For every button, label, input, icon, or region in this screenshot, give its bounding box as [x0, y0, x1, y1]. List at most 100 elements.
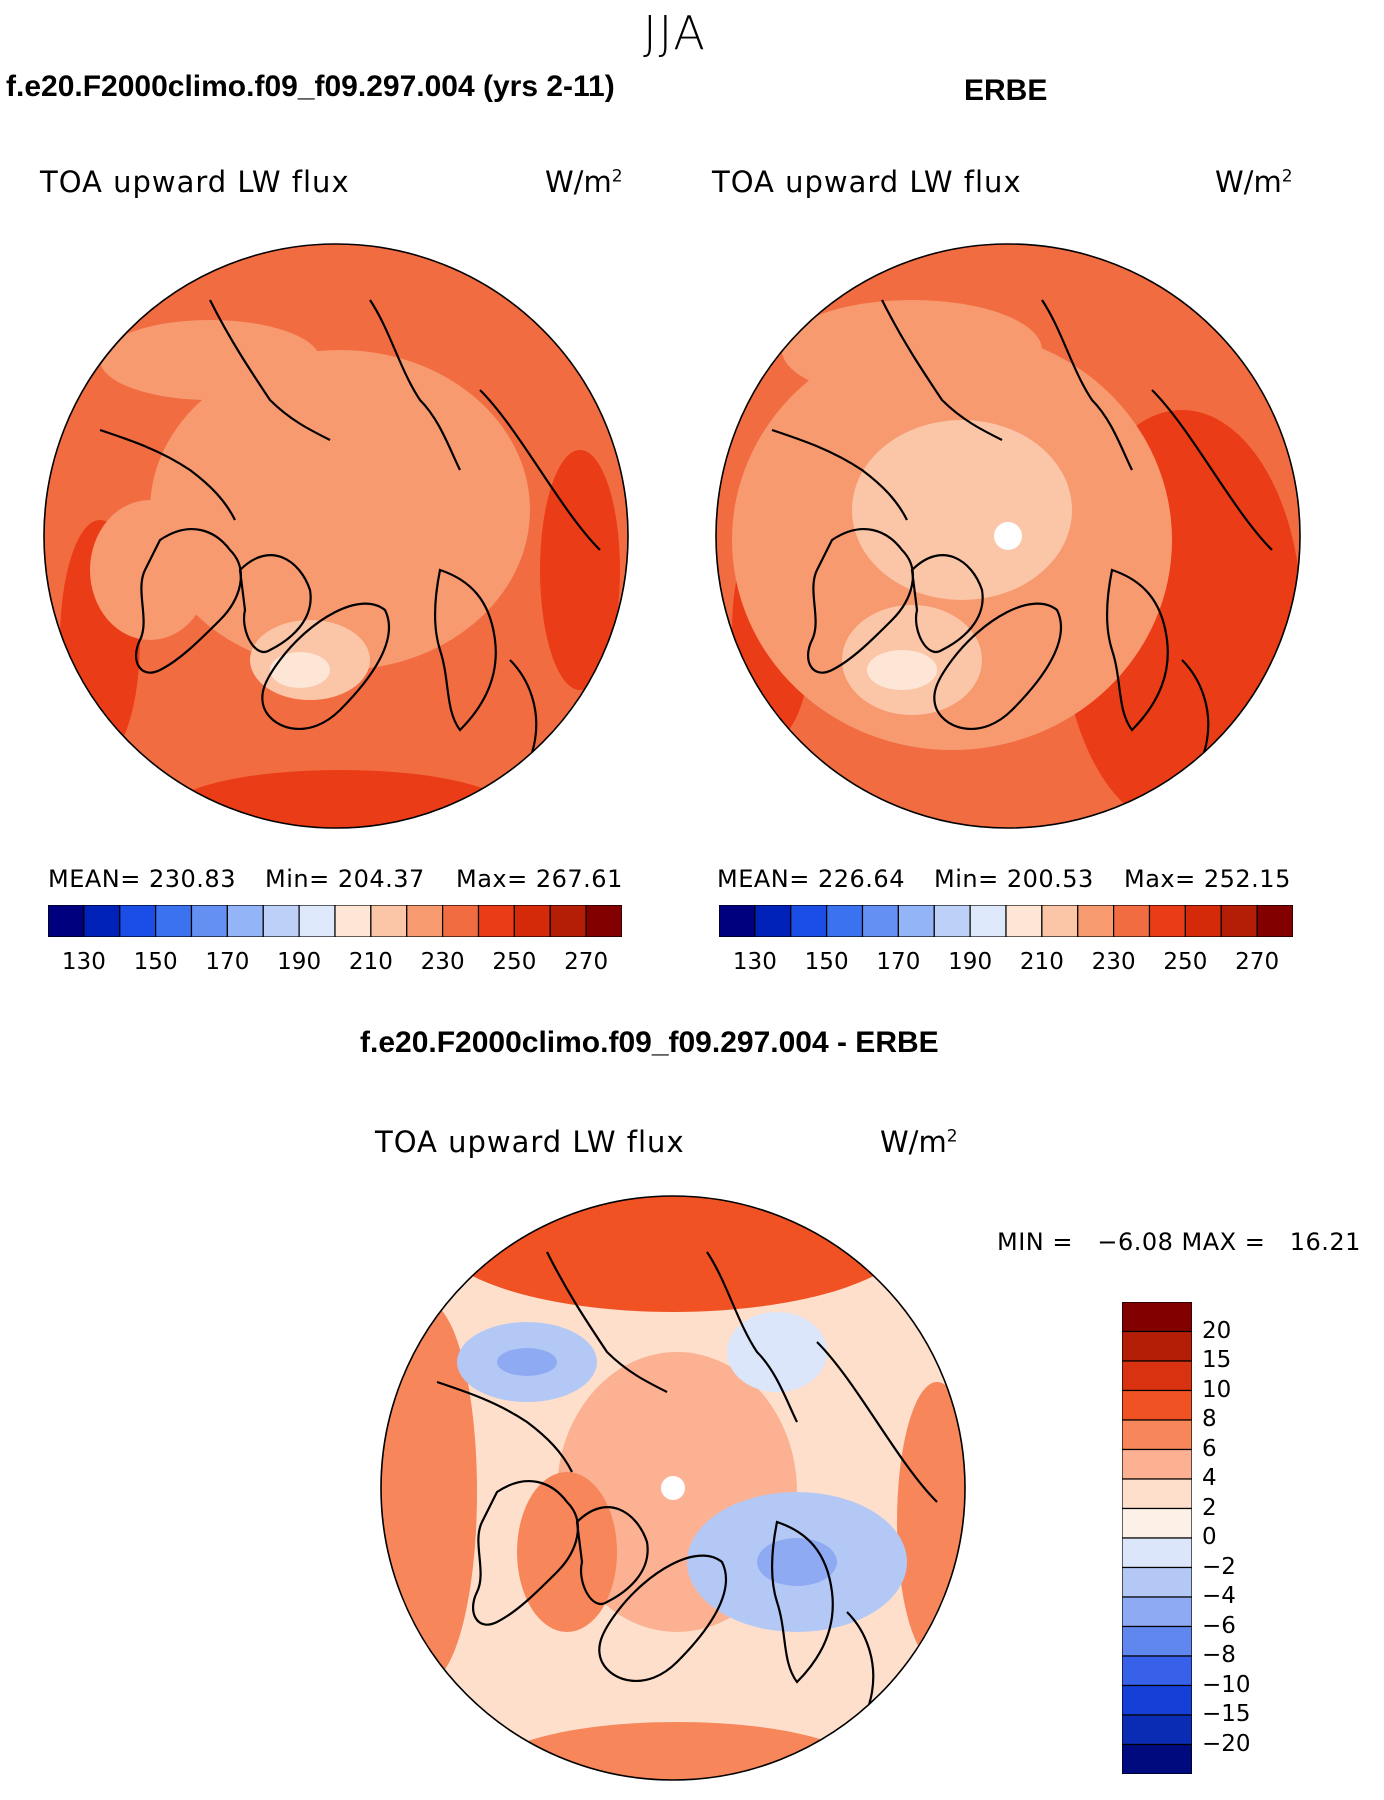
obs-colorbar-box-1	[754, 905, 792, 937]
model-colorbar-box-7	[298, 905, 336, 937]
obs-coastline-1	[910, 554, 984, 654]
diff-variable-label: TOA upward LW flux	[375, 1125, 685, 1159]
model-colorbar-tick: 130	[61, 949, 106, 975]
diff-coastline-1	[575, 1506, 649, 1606]
diff-minmax: MIN = −6.08 MAX = 16.21	[997, 1228, 1361, 1256]
diff-contour-fill-3	[487, 1722, 867, 1780]
model-colorbar-tick: 250	[492, 949, 537, 975]
obs-colorbar	[719, 905, 1293, 937]
diff-colorbar-box-0	[1122, 1302, 1192, 1333]
diff-contour-fill-12	[661, 1476, 685, 1500]
model-colorbar-box-10	[406, 905, 444, 937]
model-colorbar-box-6	[262, 905, 300, 937]
diff-colorbar-box-6	[1122, 1478, 1192, 1510]
diff-colorbar-box-13	[1122, 1684, 1192, 1716]
diff-contour-fill-11	[517, 1472, 617, 1632]
diff-contour-fill-1	[433, 1196, 913, 1312]
model-coastline-6	[99, 428, 236, 521]
obs-colorbar-box-15	[1256, 905, 1293, 937]
obs-coastline-4	[1041, 299, 1133, 471]
diff-colorbar-tick: 15	[1202, 1347, 1232, 1373]
obs-colorbar-tick: 210	[1019, 949, 1064, 975]
model-variable-label: TOA upward LW flux	[40, 165, 350, 199]
obs-colorbar-box-6	[933, 905, 971, 937]
diff-colorbar-tick: 2	[1202, 1494, 1217, 1521]
model-colorbar-tick: 150	[133, 949, 178, 975]
obs-colorbar-box-4	[861, 905, 899, 937]
diff-contour-fill-10	[727, 1312, 827, 1392]
model-coastline-2	[261, 602, 391, 731]
obs-panel-title: ERBE	[964, 74, 1048, 107]
diff-colorbar-tick: 10	[1202, 1376, 1232, 1403]
obs-colorbar-tick: 150	[804, 949, 849, 975]
diff-colorbar-tick: 0	[1202, 1524, 1217, 1550]
diff-colorbar-tick: −20	[1202, 1730, 1251, 1757]
model-map-border	[43, 243, 629, 829]
obs-colorbar-tick: 170	[876, 949, 921, 975]
diff-coastline-4	[706, 1251, 798, 1423]
diff-contour-fill-7	[497, 1348, 557, 1376]
diff-colorbar-box-14	[1122, 1714, 1192, 1746]
obs-contour-fill-5	[852, 420, 1072, 600]
obs-colorbar-box-9	[1041, 905, 1079, 937]
diff-coastline-5	[546, 1251, 668, 1393]
model-colorbar-box-15	[585, 905, 622, 937]
diff-coastline-3	[771, 1520, 834, 1684]
model-coastline-7	[479, 389, 601, 551]
season-title: JJA	[643, 6, 707, 60]
diff-colorbar-tick: 6	[1202, 1435, 1217, 1462]
model-min: Min= 204.37	[265, 865, 425, 893]
obs-colorbar-box-14	[1220, 905, 1258, 937]
diff-colorbar-box-1	[1122, 1330, 1192, 1362]
diff-colorbar-tick: −8	[1202, 1642, 1236, 1668]
diff-colorbar-box-5	[1122, 1448, 1192, 1480]
model-units-label: W/m2	[545, 165, 623, 199]
model-colorbar-box-14	[549, 905, 587, 937]
obs-coastline-6	[771, 428, 908, 521]
diff-colorbar-box-3	[1122, 1389, 1192, 1421]
diff-contour-fill-2	[381, 1302, 477, 1682]
obs-colorbar-tick: 190	[948, 949, 993, 975]
model-coastline-4	[369, 299, 461, 471]
obs-colorbar-box-5	[897, 905, 935, 937]
obs-polar-map	[715, 243, 1301, 829]
model-coastline-3	[434, 568, 497, 732]
diff-colorbar-tick: 4	[1202, 1465, 1217, 1491]
model-colorbar-box-11	[442, 905, 480, 937]
obs-units-label: W/m2	[1215, 165, 1293, 199]
obs-contour-fill-4	[782, 300, 1042, 400]
obs-colorbar-box-0	[719, 905, 756, 937]
diff-colorbar-tick: 20	[1202, 1317, 1232, 1344]
model-colorbar-tick: 270	[564, 949, 609, 975]
obs-contour-fill-8	[994, 522, 1022, 550]
model-contour-fill-5	[100, 320, 320, 400]
model-coastline-1	[238, 554, 312, 654]
model-coastline-5	[209, 299, 331, 441]
obs-coastline-7	[1151, 389, 1273, 551]
obs-colorbar-box-2	[790, 905, 828, 937]
diff-coastline-2	[598, 1554, 728, 1683]
obs-contour-fill-7	[867, 650, 937, 690]
diff-coastline-0	[472, 1480, 579, 1626]
obs-coastline-2	[933, 602, 1063, 731]
model-mean: MEAN= 230.83	[48, 865, 236, 893]
model-colorbar-box-9	[370, 905, 408, 937]
model-panel-title: f.e20.F2000climo.f09_f09.297.004 (yrs 2-…	[6, 70, 615, 103]
obs-min: Min= 200.53	[934, 865, 1094, 893]
obs-map-border	[715, 243, 1301, 829]
obs-colorbar-box-10	[1077, 905, 1115, 937]
diff-colorbar-tick: −4	[1202, 1583, 1236, 1609]
diff-map-border	[380, 1195, 966, 1781]
diff-colorbar-box-8	[1122, 1537, 1192, 1569]
obs-colorbar-box-13	[1184, 905, 1222, 937]
obs-colorbar-tick: 230	[1091, 949, 1136, 975]
obs-coastline-0	[807, 528, 914, 674]
model-colorbar	[48, 905, 622, 937]
diff-colorbar-box-4	[1122, 1419, 1192, 1451]
diff-colorbar-tick: −15	[1202, 1701, 1251, 1727]
diff-colorbar-tick: −2	[1202, 1553, 1236, 1580]
obs-colorbar-box-11	[1113, 905, 1151, 937]
model-contour-fill-6	[90, 500, 210, 640]
model-contour-fill-2	[170, 770, 510, 828]
diff-colorbar-box-7	[1122, 1507, 1192, 1539]
